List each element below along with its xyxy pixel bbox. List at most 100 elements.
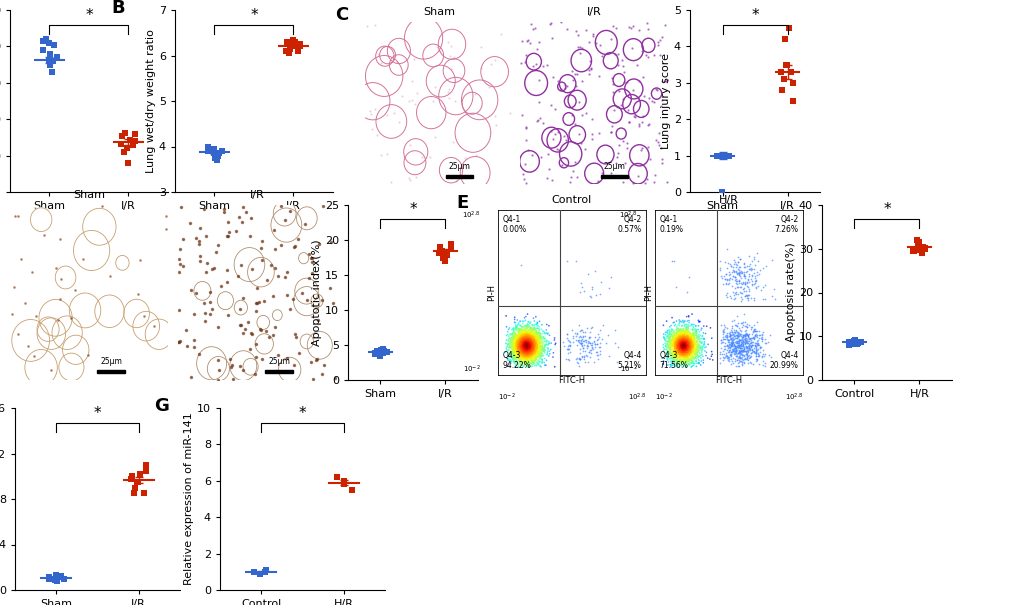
Point	[674, 338, 690, 348]
Point	[684, 347, 700, 356]
Point	[683, 347, 699, 356]
Point	[728, 344, 744, 354]
Point	[532, 352, 548, 362]
Point	[673, 342, 689, 352]
Point	[674, 346, 690, 356]
Point	[518, 337, 534, 347]
Point	[667, 335, 684, 345]
Point	[678, 343, 694, 353]
Point	[136, 488, 152, 498]
Point	[671, 344, 687, 353]
Point	[677, 343, 693, 353]
Point	[518, 342, 534, 352]
Point	[506, 347, 523, 357]
Point	[510, 351, 526, 361]
Point	[507, 333, 524, 343]
Point	[528, 333, 544, 343]
Point	[521, 333, 537, 342]
Point	[529, 347, 545, 356]
Point	[666, 339, 683, 349]
Point	[662, 336, 679, 345]
Point	[531, 322, 547, 332]
Point	[523, 339, 539, 349]
Point	[519, 349, 535, 359]
Point	[686, 351, 702, 361]
Point	[673, 357, 689, 367]
Point	[585, 336, 601, 346]
Point	[524, 341, 540, 351]
Point	[514, 353, 530, 362]
Point	[510, 347, 526, 356]
Point	[516, 338, 532, 348]
Point	[515, 351, 531, 361]
Point	[508, 335, 525, 344]
Point	[503, 330, 520, 339]
Point	[671, 338, 687, 348]
Point	[731, 265, 747, 275]
Point	[521, 336, 537, 345]
Point	[506, 353, 523, 363]
Point	[723, 321, 740, 331]
Point	[846, 336, 862, 346]
Point	[521, 329, 537, 339]
Point	[503, 344, 520, 354]
Point	[680, 334, 696, 344]
Point	[527, 338, 543, 347]
Point	[513, 356, 529, 365]
Point	[669, 324, 686, 333]
Point	[671, 326, 687, 336]
Point	[672, 332, 688, 341]
Point	[512, 348, 528, 358]
Point	[527, 351, 543, 361]
Point	[672, 343, 688, 353]
Point	[533, 352, 549, 361]
Point	[681, 341, 697, 351]
Point	[690, 352, 706, 362]
Point	[680, 336, 696, 346]
Point	[676, 344, 692, 354]
Point	[515, 342, 531, 352]
Point	[519, 350, 535, 360]
Point	[515, 350, 531, 360]
Point	[517, 350, 533, 359]
Point	[533, 333, 549, 343]
Point	[679, 348, 695, 358]
Point	[508, 335, 525, 345]
Point	[537, 340, 553, 350]
Point	[44, 67, 60, 77]
Point	[587, 339, 603, 349]
Point	[580, 357, 596, 367]
Point	[728, 274, 744, 284]
Point	[740, 331, 756, 341]
Point	[682, 337, 698, 347]
Point	[511, 343, 527, 353]
Point	[527, 331, 543, 341]
Point	[742, 341, 758, 351]
Point	[508, 338, 525, 347]
Point	[516, 348, 532, 358]
Point	[720, 275, 737, 285]
Point	[517, 333, 533, 342]
Point	[676, 341, 692, 350]
Point	[672, 357, 688, 367]
Point	[503, 332, 520, 341]
Point	[521, 338, 537, 347]
Point	[734, 268, 750, 278]
Point	[749, 345, 765, 355]
Point	[676, 345, 692, 355]
Point	[520, 339, 536, 349]
Point	[666, 335, 683, 344]
Point	[517, 341, 533, 351]
Point	[668, 335, 685, 345]
Point	[521, 336, 537, 346]
Point	[726, 345, 742, 355]
Point	[523, 343, 539, 353]
Point	[680, 343, 696, 353]
Circle shape	[39, 299, 72, 336]
Point	[511, 343, 527, 353]
Point	[517, 330, 533, 340]
Point	[728, 347, 744, 356]
Point	[685, 345, 701, 355]
Point	[525, 332, 541, 342]
Bar	[265, 370, 293, 373]
